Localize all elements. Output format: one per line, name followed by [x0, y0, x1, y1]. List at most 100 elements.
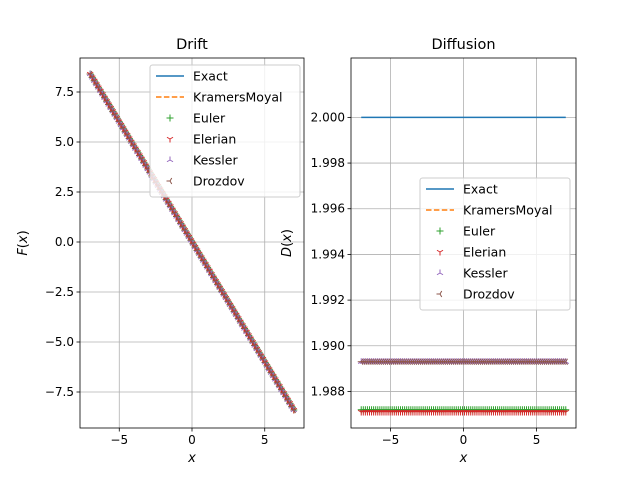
data-point — [197, 253, 204, 261]
data-point — [243, 328, 249, 336]
legend-label: Elerian — [463, 245, 506, 260]
data-point — [228, 304, 235, 312]
data-point — [216, 284, 222, 292]
data-point — [230, 308, 237, 315]
legend-marker — [166, 156, 174, 163]
legend-marker — [436, 290, 443, 298]
y-tick-label: 1.992 — [311, 293, 345, 307]
data-point — [273, 379, 280, 387]
data-point — [240, 325, 247, 332]
data-point — [238, 321, 245, 329]
data-point — [164, 199, 171, 207]
data-point — [562, 409, 570, 416]
data-point — [205, 267, 212, 275]
series-euler — [357, 406, 570, 414]
data-point — [224, 298, 231, 305]
data-point — [166, 203, 173, 210]
data-point — [136, 152, 142, 159]
data-point — [282, 393, 288, 400]
chart-title: Drift — [176, 37, 208, 53]
y-tick-label: −5.0 — [45, 335, 74, 349]
y-tick-label: 1.994 — [311, 247, 345, 261]
legend-marker — [166, 136, 174, 143]
data-point — [121, 128, 128, 135]
data-point — [208, 270, 214, 278]
data-point — [249, 338, 255, 346]
data-point — [103, 97, 109, 105]
data-point — [168, 206, 175, 214]
legend-label: Kessler — [463, 266, 508, 281]
data-point — [140, 158, 146, 166]
data-point — [94, 84, 101, 91]
data-point — [144, 165, 150, 173]
data-point — [119, 125, 126, 132]
data-point — [269, 372, 276, 380]
legend: Exact KramersMoyal Euler Elerian Kessler Droz… — [149, 64, 301, 198]
legend-label: Exact — [193, 69, 228, 84]
data-point — [92, 80, 99, 88]
data-point — [277, 386, 284, 393]
x-tick-label: 5 — [261, 433, 269, 447]
y-tick-label: 1.988 — [311, 384, 345, 398]
data-point — [251, 342, 257, 349]
data-point — [232, 311, 239, 319]
data-point — [195, 250, 202, 258]
y-tick-label: 0.0 — [55, 235, 74, 249]
data-point — [173, 213, 179, 220]
data-point — [90, 77, 97, 85]
data-point — [263, 362, 270, 370]
data-point — [185, 233, 192, 241]
legend-label: KramersMoyal — [193, 90, 282, 105]
data-point — [267, 369, 274, 376]
y-axis-label: D(x) — [280, 229, 295, 257]
data-point — [214, 281, 220, 288]
x-tick-label: −5 — [382, 433, 400, 447]
data-point — [210, 274, 216, 281]
data-layer — [86, 70, 298, 414]
data-point — [99, 91, 105, 98]
data-layer — [357, 116, 570, 416]
legend-marker — [436, 249, 444, 256]
legend: Exact KramersMoyal Euler Elerian Kessler Droz… — [419, 177, 571, 311]
data-point — [142, 162, 148, 169]
series-drozdov — [357, 358, 568, 366]
y-tick-label: −2.5 — [45, 285, 74, 299]
data-point — [220, 291, 227, 298]
series-elerian — [357, 409, 570, 416]
data-point — [199, 257, 206, 264]
data-point — [125, 135, 132, 142]
chart-title: Diffusion — [431, 37, 495, 53]
x-tick-label: 5 — [533, 433, 541, 447]
y-tick-label: 2.000 — [311, 110, 345, 124]
data-point — [247, 335, 253, 343]
data-point — [181, 226, 187, 234]
data-point — [111, 111, 118, 119]
data-point — [271, 376, 278, 383]
x-axis-label: x — [187, 451, 196, 466]
data-point — [86, 70, 93, 78]
data-point — [127, 138, 134, 146]
data-point — [189, 240, 196, 247]
data-point — [123, 131, 130, 139]
data-point — [259, 355, 266, 363]
legend-marker — [436, 227, 444, 235]
data-point — [280, 389, 286, 397]
y-tick-label: 1.996 — [311, 202, 345, 216]
data-point — [253, 345, 259, 353]
data-point — [288, 403, 294, 410]
data-point — [175, 216, 181, 224]
legend-label: Euler — [193, 111, 226, 126]
legend-box — [419, 177, 571, 311]
data-point — [171, 209, 177, 217]
legend-label: Kessler — [193, 153, 238, 168]
data-point — [129, 141, 136, 149]
data-point — [290, 406, 297, 414]
data-point — [226, 301, 233, 309]
chart-panel-1: −5 0 5 −7.5 −5.0 −2.5 0.0 2.5 5.0 7.5 Drift x F(x) Ex… — [16, 37, 305, 466]
legend-box — [149, 64, 301, 198]
data-point — [245, 332, 251, 339]
y-tick-label: 7.5 — [55, 85, 74, 99]
data-point — [212, 277, 218, 285]
data-point — [275, 382, 282, 390]
